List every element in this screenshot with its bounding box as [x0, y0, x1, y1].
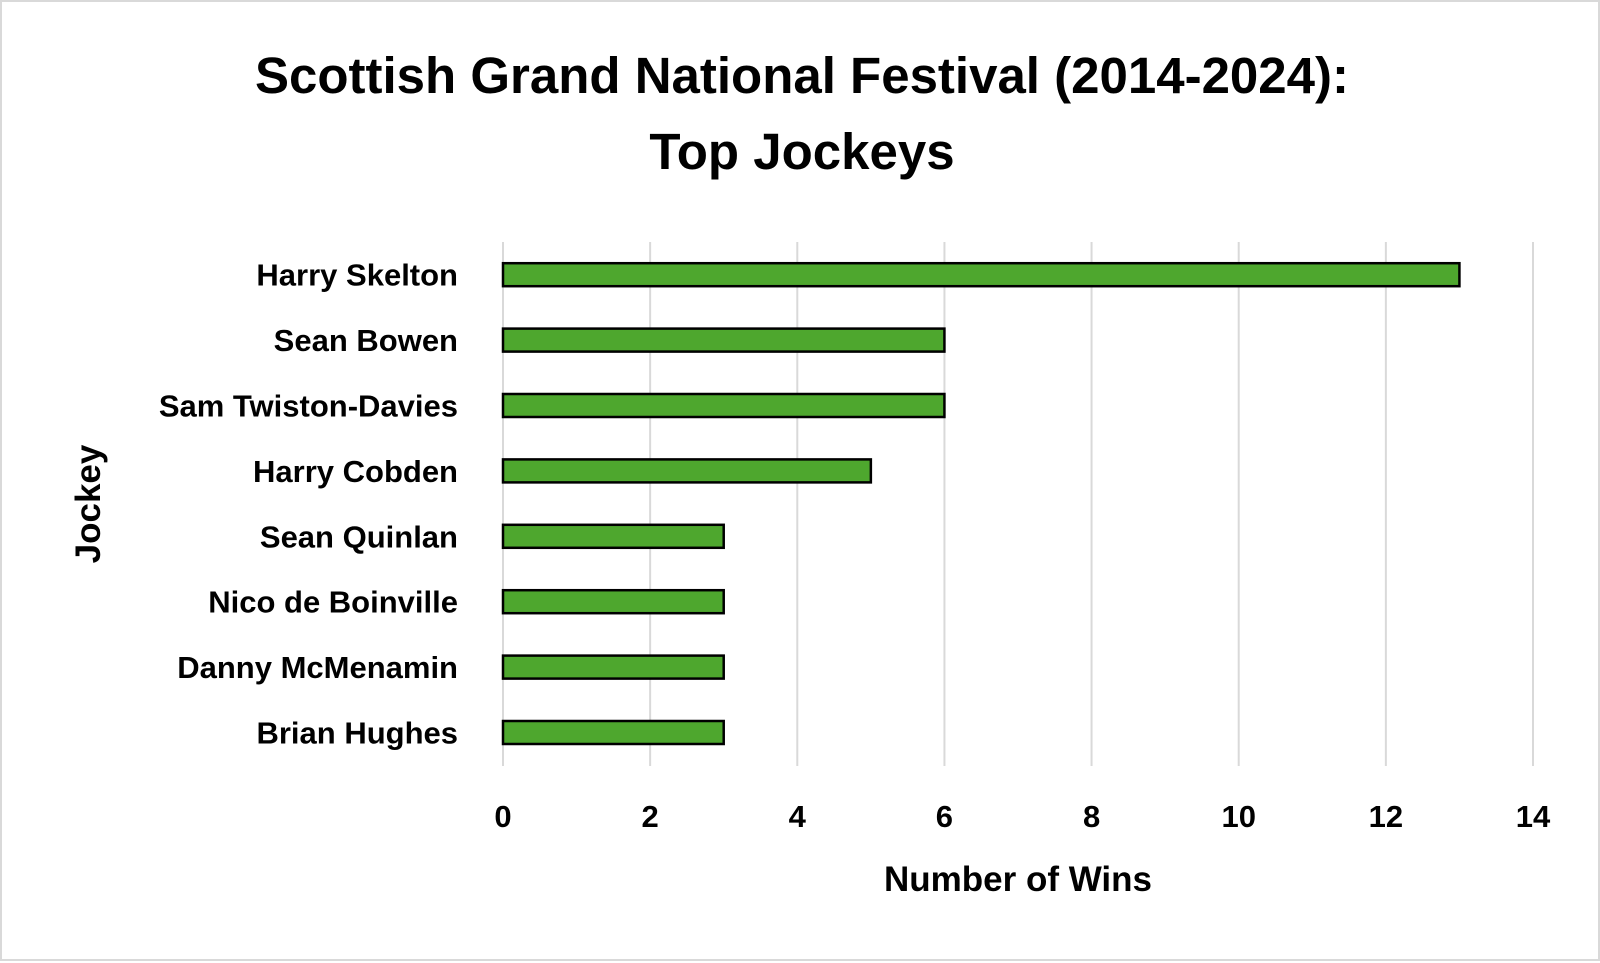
category-label: Nico de Boinville — [208, 585, 458, 620]
category-labels: Harry Skelton Sean Bowen Sam Twiston-Davie… — [159, 258, 458, 751]
x-tick-label: 0 — [494, 799, 511, 834]
category-label: Sean Bowen — [274, 323, 458, 358]
x-tick-label: 4 — [789, 799, 807, 834]
category-label: Sam Twiston-Davies — [159, 389, 458, 424]
bar — [501, 654, 725, 680]
bars — [501, 261, 1461, 746]
bar — [501, 523, 725, 550]
category-label: Harry Skelton — [256, 258, 458, 293]
x-axis-title: Number of Wins — [884, 860, 1152, 899]
x-tick-label: 2 — [642, 799, 659, 834]
x-tick-labels: 0 2 4 6 8 10 12 14 — [494, 799, 1551, 834]
y-axis-title: Jockey — [69, 444, 108, 563]
x-tick-label: 10 — [1221, 799, 1255, 834]
x-tick-label: 6 — [936, 799, 953, 834]
bar — [501, 392, 946, 419]
chart-title-line-1: Scottish Grand National Festival (2014-2… — [255, 47, 1349, 104]
bar — [501, 261, 1461, 288]
bar — [501, 327, 946, 353]
x-tick-label: 14 — [1516, 799, 1551, 834]
x-tick-label: 12 — [1369, 799, 1403, 834]
category-label: Harry Cobden — [253, 454, 458, 489]
gridlines — [502, 242, 1534, 766]
bar — [501, 719, 725, 746]
chart-title-line-2: Top Jockeys — [649, 123, 954, 180]
bar — [501, 588, 725, 615]
x-tick-label: 8 — [1083, 799, 1100, 834]
category-label: Brian Hughes — [256, 716, 458, 751]
category-label: Danny McMenamin — [177, 650, 458, 685]
bar — [501, 458, 873, 484]
category-label: Sean Quinlan — [260, 519, 458, 554]
